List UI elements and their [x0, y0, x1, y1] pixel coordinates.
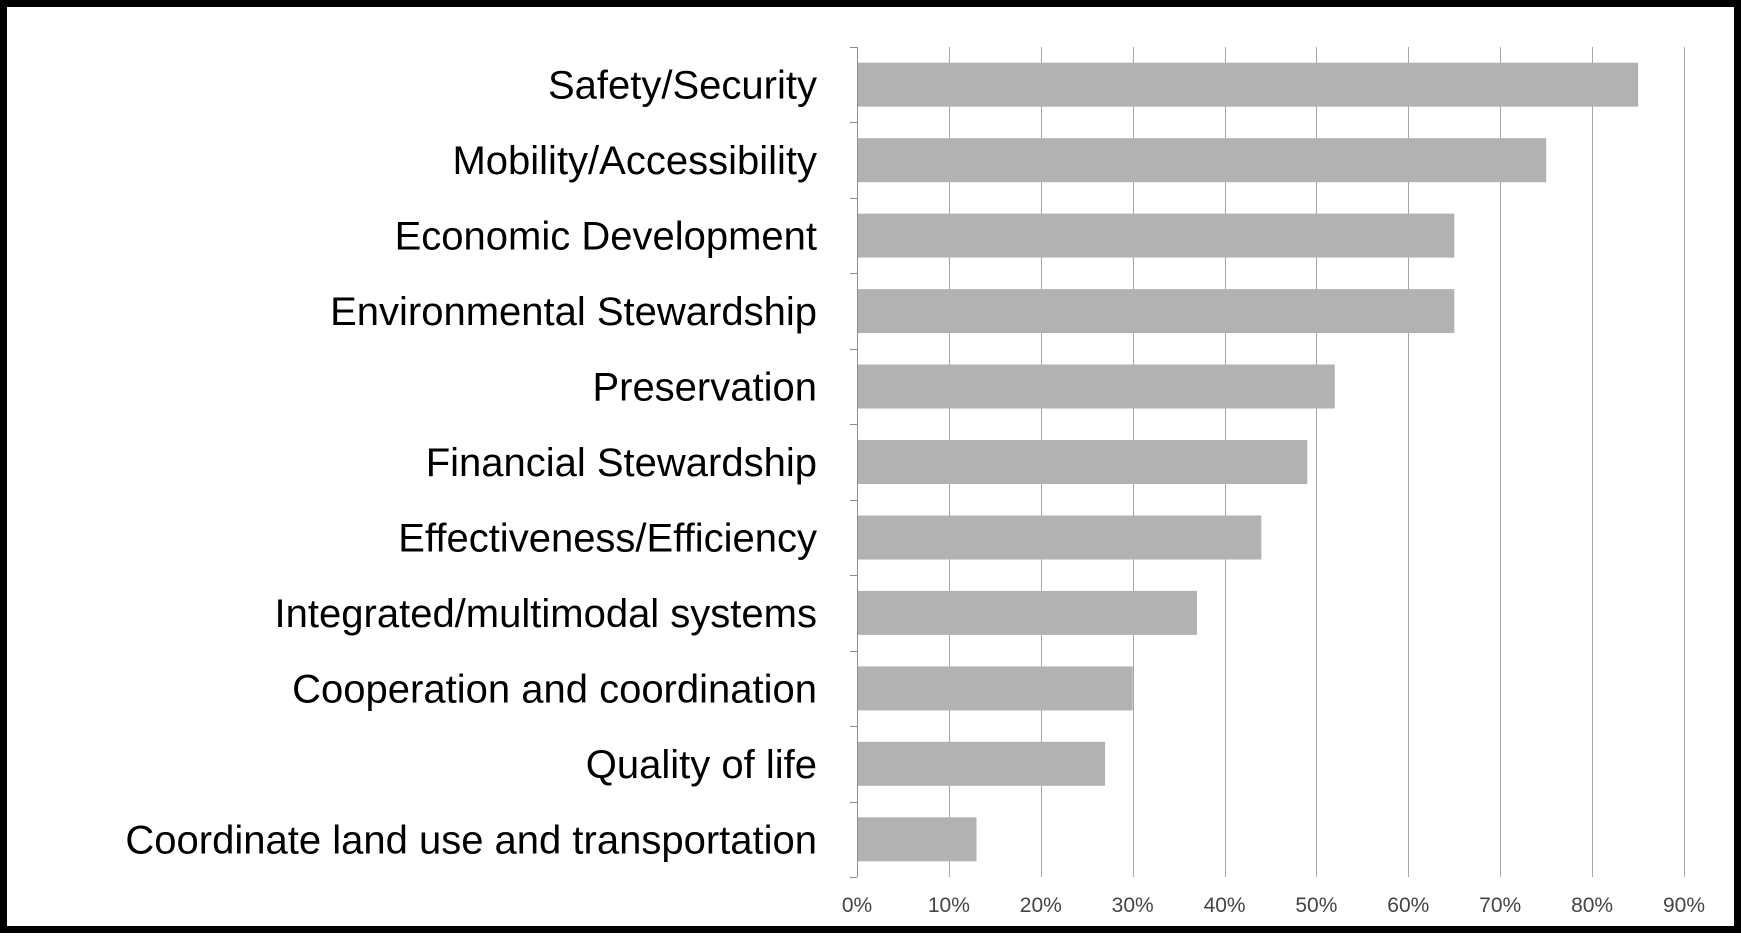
category-label-6: Effectiveness/Efficiency: [398, 517, 817, 561]
bar-10: [857, 817, 977, 862]
bar-4: [857, 364, 1335, 409]
category-label-3: Environmental Stewardship: [330, 290, 817, 334]
x-tick-label-8: 80%: [1571, 894, 1613, 917]
x-tick-label-3: 30%: [1112, 894, 1154, 917]
bar-6: [857, 515, 1262, 560]
x-tick-label-1: 10%: [928, 894, 970, 917]
bar-1: [857, 138, 1547, 183]
bar-3: [857, 289, 1455, 334]
category-label-4: Preservation: [592, 366, 817, 410]
bar-5: [857, 440, 1308, 484]
x-tick-label-9: 90%: [1663, 894, 1705, 917]
bar-9: [857, 741, 1106, 786]
category-label-2: Economic Development: [395, 215, 817, 259]
x-tick-label-5: 50%: [1295, 894, 1337, 917]
category-label-7: Integrated/multimodal systems: [275, 592, 817, 636]
category-label-9: Quality of life: [586, 743, 817, 787]
category-labels: Safety/Security Mobility/Accessibility Eco…: [125, 64, 817, 863]
x-tick-label-6: 60%: [1387, 894, 1429, 917]
bar-0: [857, 62, 1639, 107]
bar-8: [857, 666, 1133, 711]
category-label-1: Mobility/Accessibility: [452, 139, 817, 183]
category-label-0: Safety/Security: [548, 64, 817, 108]
bars: [857, 62, 1639, 862]
x-tick-labels: 0% 10% 20% 30% 40% 50% 60% 70% 80% 90%: [842, 894, 1705, 917]
x-tick-label-2: 20%: [1020, 894, 1062, 917]
category-label-5: Financial Stewardship: [426, 441, 817, 485]
x-tick-label-7: 70%: [1479, 894, 1521, 917]
category-label-10: Coordinate land use and transportation: [125, 818, 817, 862]
x-tick-label-4: 40%: [1204, 894, 1246, 917]
x-tick-label-0: 0%: [842, 894, 872, 917]
bar-chart: Safety/Security Mobility/Accessibility Eco…: [125, 47, 1705, 917]
bar-2: [857, 213, 1455, 258]
category-label-8: Cooperation and coordination: [292, 667, 817, 711]
gridlines: [949, 47, 1685, 877]
y-axis: [850, 47, 858, 878]
bar-7: [857, 590, 1197, 635]
